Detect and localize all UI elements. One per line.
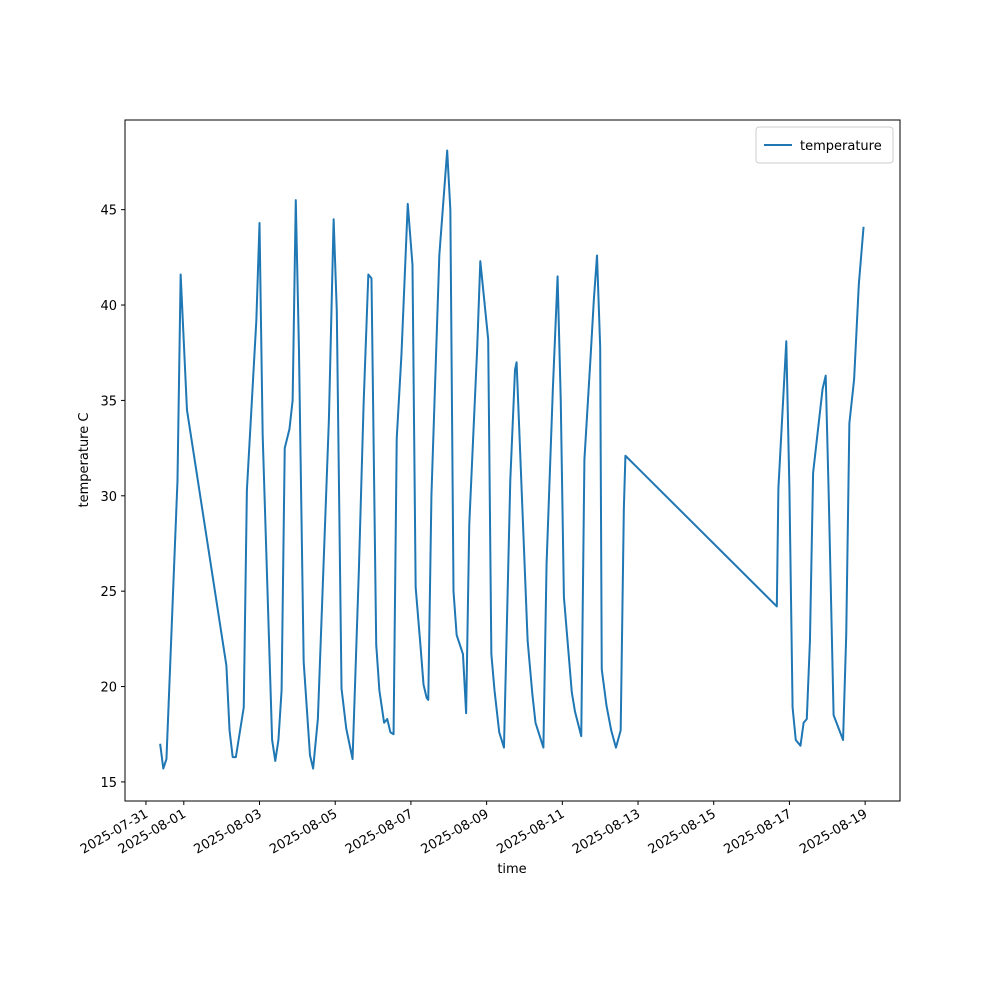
y-tick-label: 45 xyxy=(100,204,117,219)
x-tick-label: 2025-08-13 xyxy=(570,807,643,858)
y-axis-label: temperature C xyxy=(77,413,92,508)
series-line xyxy=(159,149,865,770)
legend-box xyxy=(755,126,894,164)
x-tick-label: 2025-08-11 xyxy=(494,807,567,858)
x-tick-label: 2025-08-05 xyxy=(267,807,340,858)
x-tick-label: 2025-08-17 xyxy=(722,807,795,858)
x-tick-label: 2025-08-15 xyxy=(646,807,719,858)
y-tick-label: 25 xyxy=(100,585,117,600)
y-tick-label: 40 xyxy=(100,299,117,314)
y-tick-label: 35 xyxy=(100,394,117,409)
legend-label: temperature xyxy=(800,139,882,154)
y-tick-label: 30 xyxy=(100,490,117,505)
x-tick-label: 2025-08-03 xyxy=(192,807,265,858)
y-tick-label: 20 xyxy=(100,681,117,696)
y-tick-label: 15 xyxy=(100,776,117,791)
x-tick-label: 2025-08-19 xyxy=(797,807,870,858)
plot-frame xyxy=(124,119,901,802)
x-axis-label: time xyxy=(497,862,526,877)
x-tick-label: 2025-08-09 xyxy=(419,807,492,858)
x-tick-label: 2025-08-07 xyxy=(343,807,416,858)
